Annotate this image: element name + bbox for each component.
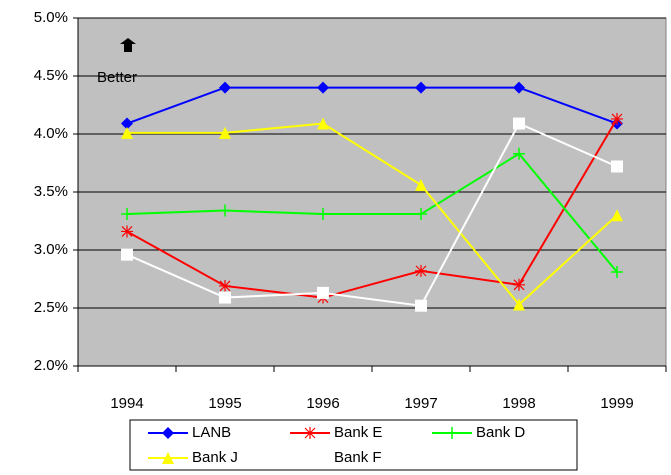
- y-tick-label: 2.0%: [34, 357, 68, 374]
- legend-label: LANB: [192, 424, 231, 441]
- marker: [415, 299, 427, 312]
- y-tick-label: 2.5%: [34, 299, 68, 316]
- marker: [317, 286, 329, 299]
- annotation: Better: [97, 69, 137, 86]
- marker: [121, 225, 133, 238]
- marker: [446, 427, 458, 439]
- marker: [219, 81, 231, 94]
- arrow-icon: [120, 38, 136, 52]
- marker: [611, 209, 623, 222]
- x-tick-label: 1998: [502, 395, 535, 412]
- marker: [415, 208, 427, 221]
- marker: [121, 126, 133, 139]
- x-tick-label: 1996: [306, 395, 339, 412]
- series-line: [126, 118, 618, 299]
- series-line: [126, 152, 618, 273]
- y-tick-label: 3.5%: [34, 183, 68, 200]
- marker: [219, 279, 231, 292]
- marker: [121, 117, 133, 130]
- marker: [513, 298, 525, 311]
- marker: [317, 208, 329, 221]
- marker: [611, 266, 623, 279]
- marker: [317, 81, 329, 94]
- marker: [611, 160, 623, 173]
- marker: [304, 427, 316, 439]
- legend-label: Bank D: [476, 424, 525, 441]
- x-tick-label: 1997: [404, 395, 437, 412]
- series-line: [126, 122, 618, 307]
- y-tick-label: 4.0%: [34, 125, 68, 142]
- y-tick-label: 4.5%: [34, 67, 68, 84]
- marker: [219, 291, 231, 304]
- marker: [162, 427, 174, 439]
- marker: [121, 208, 133, 221]
- x-tick-label: 1994: [110, 395, 143, 412]
- marker: [513, 147, 525, 160]
- marker: [415, 179, 427, 192]
- marker: [304, 452, 316, 464]
- marker: [415, 81, 427, 94]
- marker: [513, 278, 525, 291]
- marker: [611, 112, 623, 125]
- marker: [513, 117, 525, 130]
- legend-label: Bank F: [334, 449, 382, 466]
- x-tick-label: 1999: [600, 395, 633, 412]
- legend-label: Bank J: [192, 449, 238, 466]
- legend: [129, 419, 578, 471]
- marker: [415, 264, 427, 277]
- series-line: [127, 122, 618, 306]
- series-line: [126, 86, 618, 125]
- y-tick-label: 5.0%: [34, 9, 68, 26]
- marker: [219, 204, 231, 217]
- marker: [513, 81, 525, 94]
- marker: [121, 248, 133, 261]
- marker: [162, 452, 174, 464]
- legend-label: Bank E: [334, 424, 382, 441]
- x-tick-label: 1995: [208, 395, 241, 412]
- marker: [219, 126, 231, 139]
- y-tick-label: 3.0%: [34, 241, 68, 258]
- marker: [317, 117, 329, 130]
